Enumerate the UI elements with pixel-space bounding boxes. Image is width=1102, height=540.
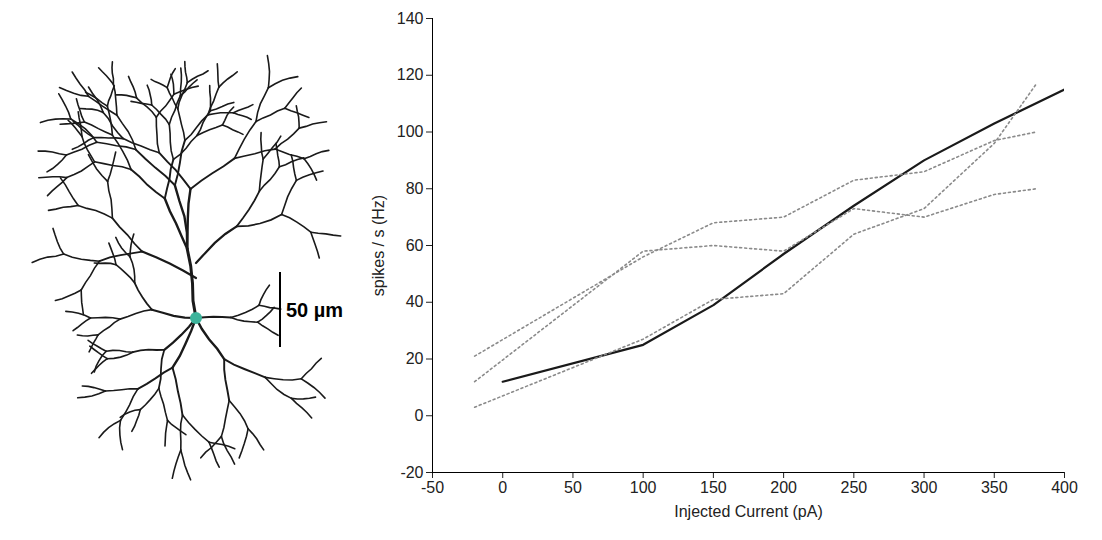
svg-text:80: 80: [406, 180, 424, 197]
svg-text:spikes / s (Hz): spikes / s (Hz): [370, 195, 387, 296]
svg-text:100: 100: [397, 123, 424, 140]
svg-text:250: 250: [840, 479, 867, 496]
svg-text:20: 20: [406, 350, 424, 367]
svg-text:350: 350: [981, 479, 1008, 496]
svg-text:-50: -50: [421, 479, 444, 496]
svg-text:120: 120: [397, 66, 424, 83]
svg-text:140: 140: [397, 10, 424, 27]
svg-text:100: 100: [630, 479, 657, 496]
svg-text:60: 60: [406, 237, 424, 254]
svg-text:300: 300: [911, 479, 938, 496]
svg-text:50: 50: [564, 479, 582, 496]
svg-text:40: 40: [406, 293, 424, 310]
svg-text:150: 150: [700, 479, 727, 496]
svg-text:Injected Current (pA): Injected Current (pA): [674, 503, 823, 520]
svg-text:50 µm: 50 µm: [286, 299, 343, 321]
svg-text:400: 400: [1051, 479, 1078, 496]
svg-text:200: 200: [770, 479, 797, 496]
svg-text:-20: -20: [400, 463, 424, 481]
svg-text:0: 0: [498, 479, 507, 496]
svg-text:0: 0: [415, 407, 424, 424]
